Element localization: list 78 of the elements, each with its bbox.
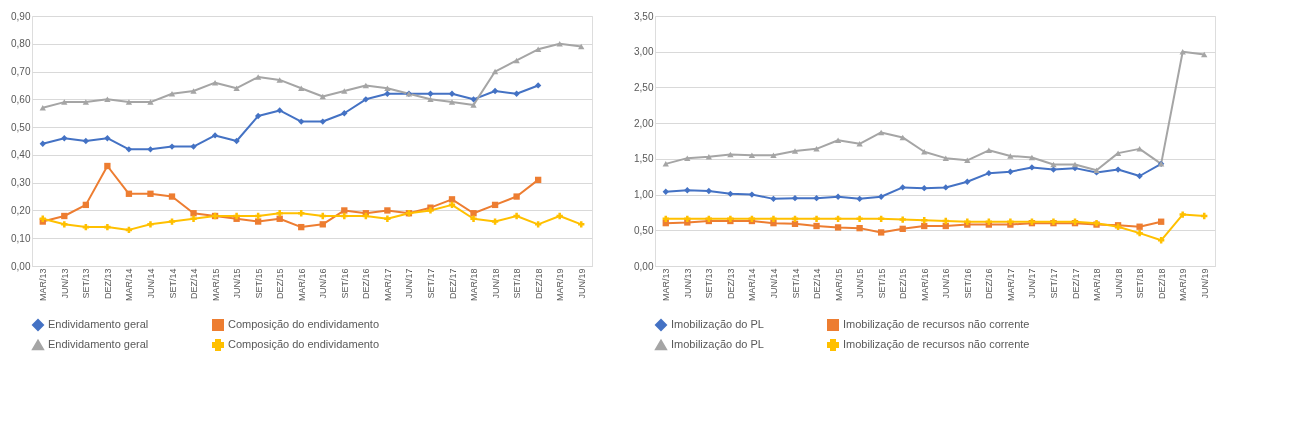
legend-label: Imobilização de recursos não corrente <box>843 318 1030 330</box>
x-tick-label: MAR/16 <box>296 268 307 302</box>
y-tick-label: 0,00 <box>11 260 31 272</box>
y-tick-label: 2,50 <box>634 81 654 93</box>
x-tick-label: DEZ/14 <box>812 268 823 300</box>
x-tick-label: SET/14 <box>167 268 178 299</box>
x-tick-label: SET/18 <box>512 268 523 299</box>
x-tick-label: SET/18 <box>1135 268 1146 299</box>
y-tick-label: 0,60 <box>11 93 31 105</box>
y-tick-label: 1,50 <box>634 153 654 165</box>
x-tick-label: MAR/19 <box>555 268 566 302</box>
x-tick-label: MAR/15 <box>833 268 844 302</box>
x-tick-label: MAR/13 <box>661 268 672 302</box>
legend-label: Endividamento geral <box>48 338 149 350</box>
x-tick-label: DEZ/17 <box>1070 268 1081 300</box>
x-tick-label: JUN/17 <box>404 268 415 299</box>
x-tick-label: DEZ/13 <box>102 268 113 300</box>
x-tick-label: SET/13 <box>704 268 715 299</box>
y-tick-label: 0,20 <box>11 204 31 216</box>
x-tick-label: JUN/17 <box>1027 268 1038 299</box>
legend-label: Imobilização do PL <box>671 338 764 350</box>
x-tick-label: JUN/19 <box>576 268 587 299</box>
x-tick-label: MAR/19 <box>1178 268 1189 302</box>
x-tick-label: SET/14 <box>790 268 801 299</box>
x-tick-label: MAR/15 <box>210 268 221 302</box>
y-tick-label: 0,00 <box>634 260 654 272</box>
y-tick-label: 3,00 <box>634 46 654 58</box>
x-tick-label: DEZ/15 <box>275 268 286 300</box>
x-tick-label: JUN/14 <box>768 268 779 299</box>
x-tick-label: MAR/18 <box>469 268 480 302</box>
y-tick-label: 0,80 <box>11 38 31 50</box>
x-tick-label: SET/17 <box>1048 268 1059 299</box>
y-tick-label: 0,70 <box>11 66 31 78</box>
x-tick-label: JUN/13 <box>59 268 70 299</box>
x-tick-label: JUN/13 <box>682 268 693 299</box>
x-tick-label: SET/16 <box>962 268 973 299</box>
x-tick-label: JUN/15 <box>232 268 243 299</box>
x-tick-label: DEZ/16 <box>984 268 995 300</box>
x-tick-label: DEZ/14 <box>189 268 200 300</box>
x-tick-label: JUN/19 <box>1199 268 1210 299</box>
x-tick-label: JUN/18 <box>490 268 501 299</box>
y-tick-label: 1,00 <box>634 189 654 201</box>
x-tick-label: MAR/17 <box>1005 268 1016 302</box>
x-tick-label: MAR/13 <box>38 268 49 302</box>
legend-label: Imobilização de recursos não corrente <box>843 338 1030 350</box>
y-tick-label: 3,50 <box>634 10 654 22</box>
y-tick-label: 0,90 <box>11 10 31 22</box>
legend-label: Endividamento geral <box>48 318 149 330</box>
x-tick-label: JUN/14 <box>145 268 156 299</box>
x-tick-label: MAR/17 <box>382 268 393 302</box>
x-tick-label: DEZ/16 <box>361 268 372 300</box>
y-tick-label: 0,40 <box>11 149 31 161</box>
legend-label: Imobilização do PL <box>671 318 764 330</box>
x-tick-label: DEZ/15 <box>898 268 909 300</box>
x-tick-label: MAR/16 <box>919 268 930 302</box>
x-tick-label: DEZ/18 <box>1156 268 1167 300</box>
y-tick-label: 0,50 <box>11 121 31 133</box>
legend-label: Composição do endividamento <box>228 338 380 350</box>
x-tick-label: SET/17 <box>425 268 436 299</box>
x-tick-label: JUN/16 <box>941 268 952 299</box>
x-tick-label: SET/13 <box>81 268 92 299</box>
y-tick-label: 0,30 <box>11 177 31 189</box>
x-tick-label: MAR/14 <box>124 268 135 302</box>
x-tick-label: JUN/15 <box>855 268 866 299</box>
y-tick-label: 0,50 <box>634 224 654 236</box>
x-tick-label: DEZ/13 <box>725 268 736 300</box>
x-tick-label: MAR/14 <box>747 268 758 302</box>
y-tick-label: 0,10 <box>11 232 31 244</box>
x-tick-label: DEZ/17 <box>447 268 458 300</box>
x-tick-label: SET/16 <box>339 268 350 299</box>
x-tick-label: SET/15 <box>876 268 887 299</box>
x-tick-label: DEZ/18 <box>533 268 544 300</box>
x-tick-label: SET/15 <box>253 268 264 299</box>
legend-label: Composição do endividamento <box>228 318 380 330</box>
x-tick-label: JUN/18 <box>1113 268 1124 299</box>
x-tick-label: MAR/18 <box>1092 268 1103 302</box>
y-tick-label: 2,00 <box>634 117 654 129</box>
x-tick-label: JUN/16 <box>318 268 329 299</box>
